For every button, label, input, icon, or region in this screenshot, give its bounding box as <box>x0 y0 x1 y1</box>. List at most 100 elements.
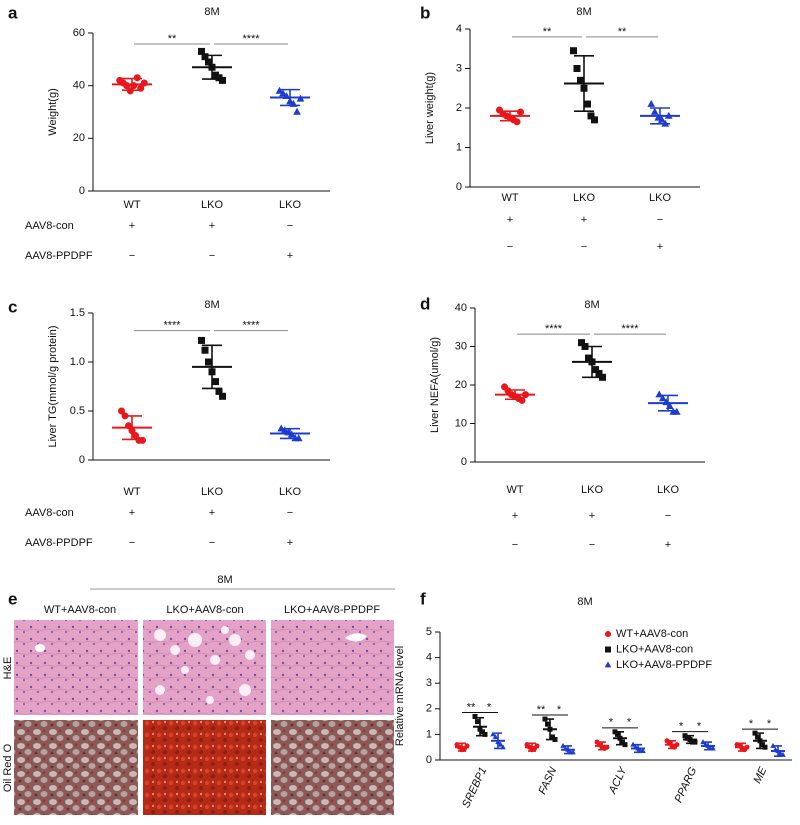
significance-label: ** <box>618 26 627 38</box>
significance-label: **** <box>163 320 181 332</box>
column-label: LKO+AAV8-con <box>166 604 243 616</box>
significance-label: **** <box>545 323 563 335</box>
significance-label: **** <box>621 323 639 335</box>
data-point <box>552 737 558 743</box>
error-bar <box>476 716 484 737</box>
data-point <box>760 742 765 748</box>
data-point <box>573 65 581 72</box>
data-point <box>497 741 504 747</box>
error-bar <box>574 55 594 112</box>
vessel <box>345 633 367 642</box>
panel-title: 8M <box>217 574 232 586</box>
chart-title: 8M <box>577 596 592 608</box>
y-tick-label: 0.5 <box>70 405 85 417</box>
data-point <box>550 734 555 740</box>
y-axis-label: Weight(g) <box>47 88 59 135</box>
error-bar <box>280 427 300 440</box>
y-axis-label: Liver weight(g) <box>424 72 436 144</box>
lipid-vacuoles <box>154 626 255 704</box>
y-tick-label: 1 <box>456 141 462 153</box>
error-bar <box>616 731 624 746</box>
condition-sign: − <box>665 510 671 522</box>
significance-label: ** <box>537 704 546 716</box>
condition-sign: + <box>129 220 135 232</box>
row-label: H&E <box>2 657 14 680</box>
y-axis-label: Liver NEFA(umol/g) <box>429 337 441 433</box>
error-bar <box>704 741 712 751</box>
data-point <box>517 108 524 116</box>
error-bar <box>202 344 222 390</box>
error-bar <box>546 718 554 741</box>
error-bar <box>650 107 670 125</box>
data-point <box>205 58 212 66</box>
error-bar <box>458 742 466 752</box>
error-bar <box>122 77 142 91</box>
significance-label: **** <box>242 320 260 332</box>
condition-sign: − <box>512 539 518 551</box>
y-axis-label: Liver TG(mmol/g protein) <box>47 325 59 447</box>
condition-sign: − <box>287 507 293 519</box>
significance-label: ** <box>467 701 476 713</box>
error-bar <box>774 745 782 757</box>
y-tick-label: 1 <box>426 728 432 740</box>
oil-image-ppdpf <box>271 720 394 815</box>
data-point <box>595 369 603 377</box>
condition-sign: − <box>129 250 135 262</box>
significance-label: ** <box>168 33 177 45</box>
condition-sign: + <box>209 507 215 519</box>
significance-label: * <box>679 721 684 733</box>
x-tick-label: LKO <box>201 199 223 211</box>
legend-marker <box>605 631 611 637</box>
data-point <box>293 107 301 115</box>
y-tick-label: 0 <box>79 185 85 197</box>
condition-sign: + <box>657 241 663 253</box>
data-point <box>132 432 139 439</box>
x-tick-label: WT <box>501 192 518 204</box>
y-tick-label: 1.0 <box>70 356 85 368</box>
condition-sign: − <box>209 250 215 262</box>
condition-sign: − <box>129 537 135 549</box>
data-point <box>584 100 591 108</box>
histology-images <box>14 588 395 815</box>
x-tick-label: WT <box>506 484 523 496</box>
y-tick-label: 4 <box>426 652 432 664</box>
x-tick-label: PPARG <box>673 765 700 805</box>
panel-label: b <box>420 3 430 22</box>
y-tick-label: 4 <box>456 23 462 35</box>
data-point <box>752 730 758 736</box>
x-tick-label: LKO <box>279 486 301 498</box>
data-point <box>279 89 287 97</box>
condition-sign: − <box>507 241 513 253</box>
error-bar <box>658 394 678 412</box>
data-point <box>622 742 628 748</box>
significance-label: * <box>557 704 562 716</box>
data-point <box>219 76 226 84</box>
data-point <box>472 713 478 719</box>
condition-sign: + <box>589 510 595 522</box>
data-point <box>513 118 521 126</box>
significance-label: * <box>697 721 702 733</box>
data-point <box>205 358 212 366</box>
data-point <box>585 354 592 362</box>
data-point <box>118 407 125 415</box>
y-tick-label: 1.5 <box>70 307 85 319</box>
y-tick-label: 3 <box>456 62 462 74</box>
y-tick-label: 0 <box>461 456 467 468</box>
y-tick-label: 20 <box>73 132 85 144</box>
condition-label: AAV8-con <box>25 507 74 519</box>
condition-sign: + <box>507 214 513 226</box>
error-bar <box>528 742 536 752</box>
error-bar <box>756 732 764 750</box>
condition-sign: + <box>287 250 293 262</box>
data-point <box>482 731 488 737</box>
data-point <box>692 739 698 745</box>
y-tick-label: 0 <box>79 454 85 466</box>
data-point <box>658 394 667 402</box>
y-tick-label: 5 <box>426 626 432 638</box>
data-point <box>592 366 599 374</box>
data-point <box>591 116 598 124</box>
legend-label: LKO+AAV8-con <box>616 643 693 655</box>
x-tick-label: LKO <box>279 199 301 211</box>
condition-sign: − <box>589 539 595 551</box>
